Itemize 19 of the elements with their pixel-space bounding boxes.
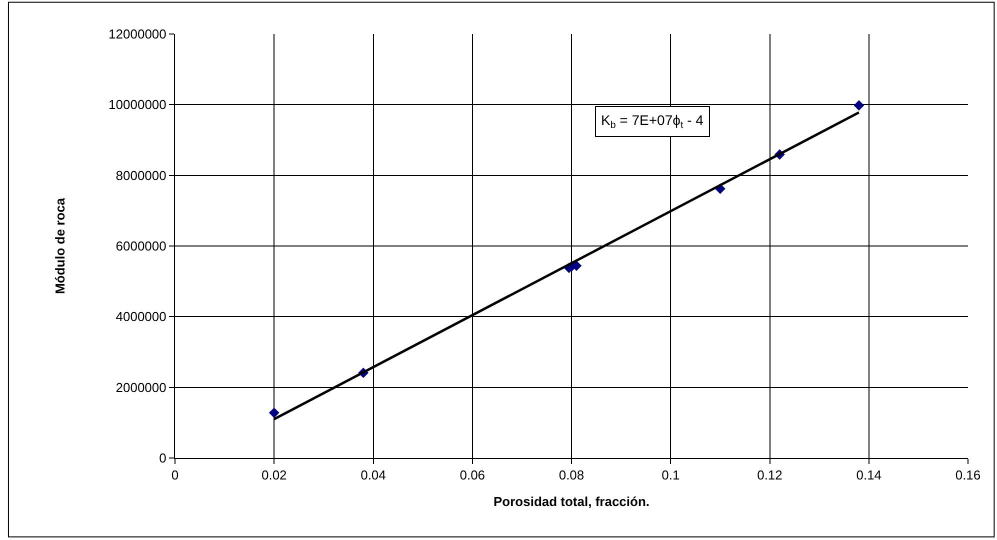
x-tick-label: 0.04 (360, 468, 386, 483)
x-tick-label: 0.16 (955, 468, 981, 483)
x-tick-label: 0.02 (261, 468, 287, 483)
y-tick-label: 0 (159, 450, 166, 466)
x-tick-label: 0.14 (856, 468, 882, 483)
y-tick-label: 10000000 (108, 97, 166, 112)
y-tick-label: 8000000 (116, 168, 166, 183)
y-tick-label: 4000000 (116, 309, 166, 324)
x-tick-label: 0.08 (558, 468, 584, 483)
y-tick-label: 2000000 (116, 380, 166, 395)
x-axis-title: Porosidad total, fracción. (493, 494, 650, 510)
y-tick-label: 12000000 (108, 26, 166, 42)
x-tick-label: 0.12 (757, 468, 782, 483)
x-tick-label: 0.1 (662, 468, 680, 483)
y-axis-title: Módulo de roca (52, 197, 68, 294)
annotation: K$_{b}$ = 7E+07ϕ$_{t}$ - 4 (601, 112, 704, 131)
y-tick-label: 6000000 (116, 238, 166, 254)
x-tick-label: 0 (171, 468, 179, 483)
x-tick-label: 0.06 (460, 468, 486, 483)
